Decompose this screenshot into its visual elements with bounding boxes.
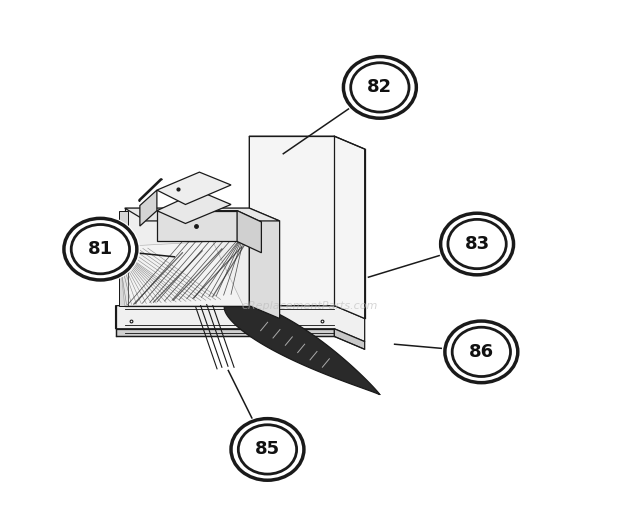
Circle shape xyxy=(445,321,518,383)
Text: 82: 82 xyxy=(367,79,392,96)
Circle shape xyxy=(448,220,507,269)
Circle shape xyxy=(343,57,416,118)
Polygon shape xyxy=(249,136,365,319)
Circle shape xyxy=(71,224,130,274)
Text: eReplacementParts.com: eReplacementParts.com xyxy=(242,301,378,311)
Text: 83: 83 xyxy=(464,235,490,253)
Circle shape xyxy=(64,219,137,280)
Circle shape xyxy=(351,63,409,112)
Text: 81: 81 xyxy=(88,240,113,258)
Circle shape xyxy=(341,54,418,121)
Circle shape xyxy=(238,425,296,474)
Text: 86: 86 xyxy=(469,343,494,361)
Polygon shape xyxy=(157,211,237,242)
Polygon shape xyxy=(118,242,243,305)
Polygon shape xyxy=(115,329,334,336)
Circle shape xyxy=(231,419,304,480)
Polygon shape xyxy=(157,191,231,224)
Polygon shape xyxy=(157,211,262,222)
Polygon shape xyxy=(249,208,280,319)
Circle shape xyxy=(61,216,140,282)
Circle shape xyxy=(229,417,306,482)
Polygon shape xyxy=(125,208,280,221)
Circle shape xyxy=(438,211,516,277)
Text: 85: 85 xyxy=(255,441,280,458)
Polygon shape xyxy=(115,305,365,342)
Polygon shape xyxy=(125,208,249,305)
Polygon shape xyxy=(157,172,231,204)
Polygon shape xyxy=(237,211,262,253)
Circle shape xyxy=(452,327,510,377)
Polygon shape xyxy=(140,190,157,226)
Polygon shape xyxy=(118,211,128,305)
Polygon shape xyxy=(334,329,365,350)
Circle shape xyxy=(443,319,520,385)
Circle shape xyxy=(441,213,513,275)
Polygon shape xyxy=(224,300,380,395)
